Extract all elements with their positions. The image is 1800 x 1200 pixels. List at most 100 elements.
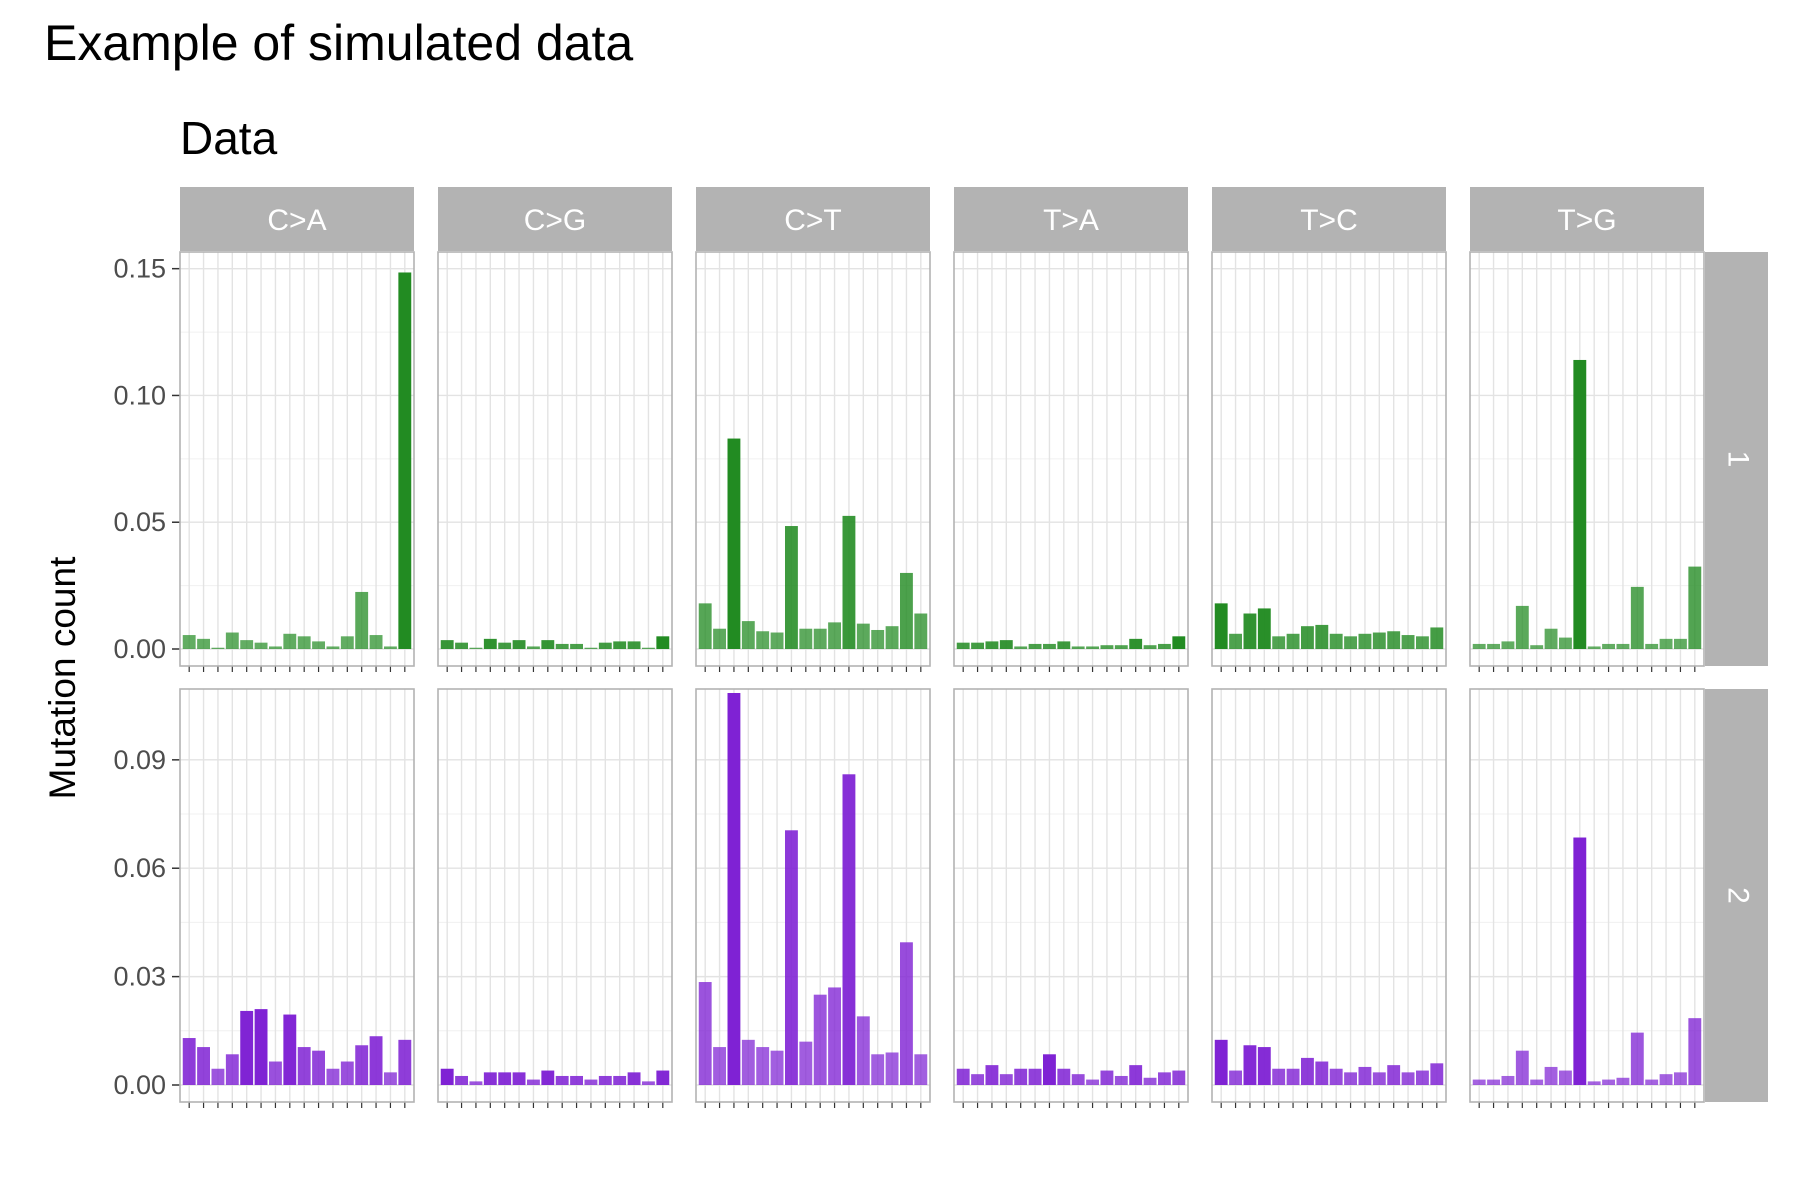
facet-panel (437, 688, 673, 1108)
bar (1043, 1054, 1056, 1085)
bar (999, 640, 1013, 649)
bar (527, 1079, 540, 1085)
bar (555, 1075, 569, 1085)
bar (1630, 1032, 1644, 1085)
bar (799, 628, 813, 649)
bar (498, 1072, 512, 1085)
bar (512, 1072, 526, 1085)
panel-border (1469, 688, 1705, 1103)
bar (469, 647, 483, 649)
bar (555, 643, 569, 649)
facet-row-strip: 2 (1705, 689, 1768, 1102)
facet-panel (1469, 688, 1705, 1108)
facet-column-strip: T>G (1470, 187, 1704, 251)
facet-column-strip: T>C (1212, 187, 1446, 251)
bar (785, 526, 798, 649)
strip-background (1212, 187, 1446, 251)
bar (1358, 1066, 1372, 1085)
bar (584, 647, 598, 649)
bar (512, 640, 526, 649)
bar (240, 640, 254, 649)
bar (355, 591, 369, 649)
bar (384, 1072, 397, 1085)
bar (1487, 643, 1500, 649)
bar (627, 641, 641, 649)
bar (1014, 1068, 1028, 1085)
bar (613, 1075, 627, 1085)
facet-panel (437, 251, 673, 672)
bar (727, 693, 741, 1085)
bar (1544, 628, 1558, 649)
bar (312, 641, 325, 649)
bar (871, 629, 885, 649)
bar (440, 1068, 454, 1085)
strip-label: T>C (1300, 204, 1358, 237)
bar (713, 628, 726, 649)
panel-border (1211, 251, 1447, 667)
bar (211, 647, 225, 649)
bar (455, 1075, 468, 1085)
bar (1487, 1079, 1500, 1085)
panel-border (1211, 688, 1447, 1103)
bar (1329, 633, 1343, 649)
bar (584, 1079, 598, 1085)
bar (756, 1047, 770, 1085)
bar (384, 646, 397, 649)
bar (813, 994, 827, 1085)
strip-background (696, 187, 930, 251)
bar (1602, 1079, 1615, 1085)
bar (469, 1081, 483, 1085)
bar (1172, 636, 1186, 649)
bar (211, 1068, 225, 1085)
bar (598, 1075, 612, 1085)
bar (1100, 645, 1114, 649)
bar (1416, 636, 1429, 649)
bar (269, 646, 282, 649)
bar (1674, 638, 1687, 649)
y-tick-label: 0.00 (113, 634, 166, 664)
bar (1573, 837, 1587, 1085)
facet-column-strip: C>A (180, 187, 414, 251)
bar (283, 1014, 297, 1085)
bar (1114, 645, 1128, 649)
bar (785, 830, 798, 1085)
strip-label: C>A (267, 204, 326, 237)
bar (1071, 646, 1085, 649)
bar (1129, 1065, 1143, 1085)
bar (1043, 643, 1056, 649)
bar (971, 642, 984, 649)
bar (269, 1061, 282, 1085)
bar (1387, 1065, 1401, 1085)
bar (1158, 643, 1171, 649)
bar (1286, 1068, 1300, 1085)
bar (1659, 1074, 1673, 1085)
bar (1129, 638, 1143, 649)
y-axis-title: Mutation count (42, 556, 83, 799)
bar (1515, 605, 1529, 649)
strip-label: T>G (1557, 204, 1616, 237)
bar (770, 1050, 784, 1085)
bar (1014, 646, 1028, 649)
bar (613, 641, 627, 649)
panel-border (179, 251, 415, 667)
panel-border (437, 251, 673, 667)
bar (914, 1054, 928, 1085)
facet-panel (179, 688, 415, 1108)
bar (240, 1010, 254, 1085)
bar (698, 603, 712, 649)
bar (440, 640, 454, 649)
bar (1358, 633, 1372, 649)
bar (197, 638, 210, 649)
bar (1315, 624, 1329, 649)
y-tick-label: 0.03 (113, 962, 166, 992)
strip-background (438, 187, 672, 251)
bar (483, 638, 497, 649)
facet-panel (695, 251, 931, 672)
facet-panel (953, 688, 1189, 1108)
bar (1301, 1057, 1314, 1085)
bar (971, 1074, 984, 1085)
bar (1559, 637, 1572, 649)
panel-border (953, 251, 1189, 667)
bar (1143, 645, 1157, 649)
bar (254, 642, 268, 649)
